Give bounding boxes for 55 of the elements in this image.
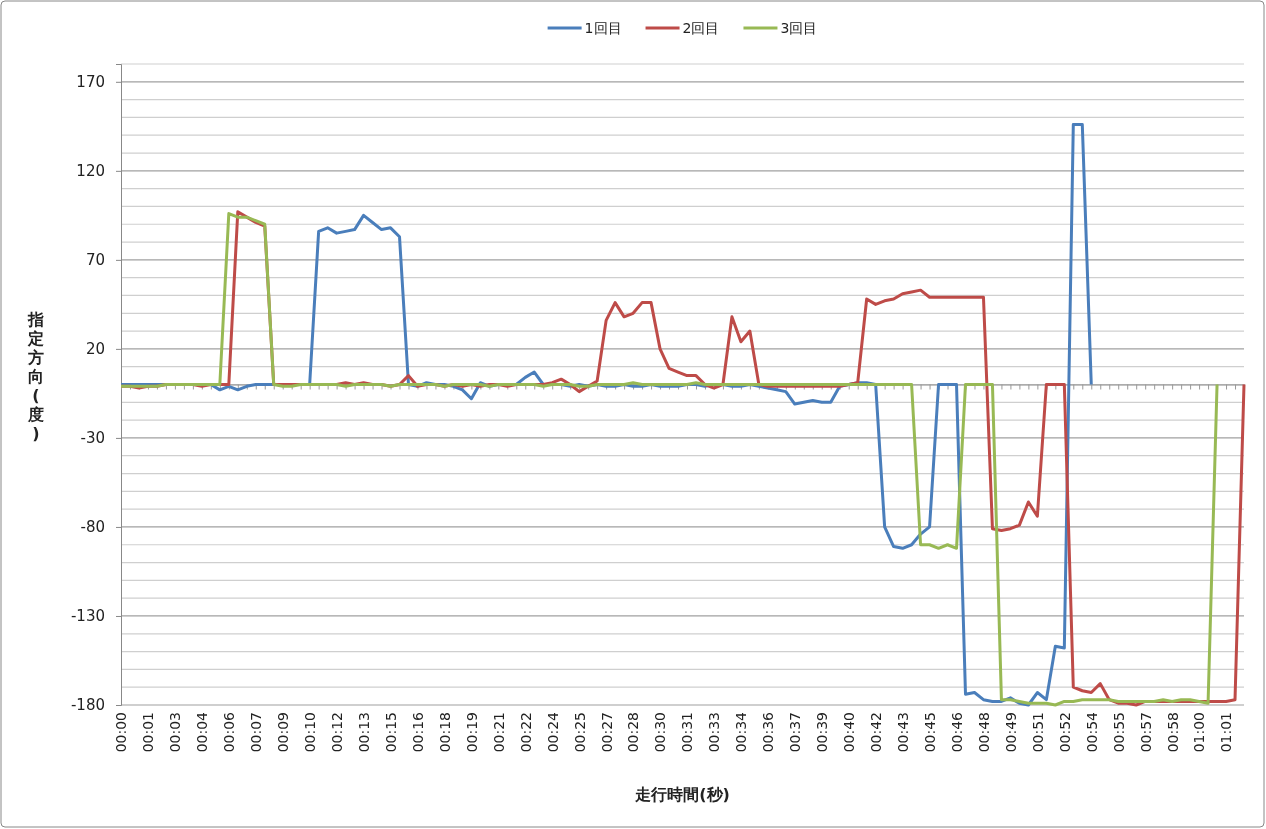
x-tick-label: 00:16 (409, 711, 426, 753)
x-tick-label: 00:40 (841, 712, 858, 753)
x-tick-label: 00:07 (248, 712, 265, 753)
x-tick-label: 00:37 (787, 712, 804, 753)
x-tick-label: 00:19 (463, 712, 480, 753)
y-tick-label: 20 (85, 340, 105, 359)
x-tick-label: 00:51 (1029, 712, 1046, 753)
legend-label: 2回目 (682, 19, 720, 36)
x-tick-label: 00:10 (302, 712, 319, 753)
y-tick-label: 170 (76, 73, 105, 92)
x-tick-label: 00:36 (760, 711, 777, 753)
legend-label: 1回目 (584, 19, 622, 36)
x-tick-label: 01:01 (1218, 712, 1235, 753)
x-tick-label: 00:04 (194, 711, 211, 753)
x-tick-label: 00:45 (921, 712, 938, 753)
y-tick-label: -30 (80, 429, 105, 448)
x-axis-title: 走行時間(秒) (634, 785, 730, 804)
x-tick-label: 00:22 (517, 712, 534, 753)
x-tick-label: 00:03 (167, 712, 184, 753)
x-tick-label: 00:34 (733, 711, 750, 753)
x-tick-label: 00:01 (140, 712, 157, 753)
x-tick-label: 00:24 (544, 711, 561, 753)
x-tick-label: 00:30 (652, 712, 669, 753)
x-tick-label: 00:33 (706, 712, 723, 753)
x-tick-label: 00:18 (436, 712, 453, 753)
x-tick-label: 00:28 (625, 712, 642, 753)
x-tick-label: 00:57 (1137, 712, 1154, 753)
x-tick-label: 00:31 (679, 712, 696, 753)
x-tick-label: 00:21 (490, 712, 507, 753)
x-tick-label: 00:25 (571, 712, 588, 753)
x-tick-label: 00:42 (868, 712, 885, 753)
x-tick-label: 00:46 (948, 711, 965, 753)
x-tick-label: 00:09 (275, 712, 292, 753)
x-tick-label: 00:48 (975, 712, 992, 753)
y-axis-title: 指定方向(度) (27, 309, 44, 443)
x-tick-label: 00:06 (221, 711, 238, 753)
x-tick-label: 01:00 (1191, 712, 1208, 753)
y-tick-label: 120 (76, 162, 105, 181)
x-tick-label: 00:27 (598, 712, 615, 753)
x-tick-label: 00:00 (113, 712, 130, 753)
x-tick-label: 00:39 (814, 712, 831, 753)
legend-label: 3回目 (780, 19, 818, 36)
x-tick-label: 00:43 (895, 712, 912, 753)
x-tick-label: 00:55 (1110, 712, 1127, 753)
x-tick-label: 00:13 (355, 712, 372, 753)
x-tick-label: 00:58 (1164, 712, 1181, 753)
x-tick-label: 00:52 (1056, 712, 1073, 753)
y-tick-label: -80 (80, 518, 105, 537)
y-tick-label: 70 (85, 251, 105, 270)
x-tick-label: 00:12 (329, 712, 346, 753)
y-tick-label: -180 (70, 696, 105, 715)
y-tick-label: -130 (70, 607, 105, 626)
x-tick-label: 00:15 (382, 712, 399, 753)
x-tick-label: 00:49 (1002, 712, 1019, 753)
x-tick-label: 00:54 (1083, 711, 1100, 753)
